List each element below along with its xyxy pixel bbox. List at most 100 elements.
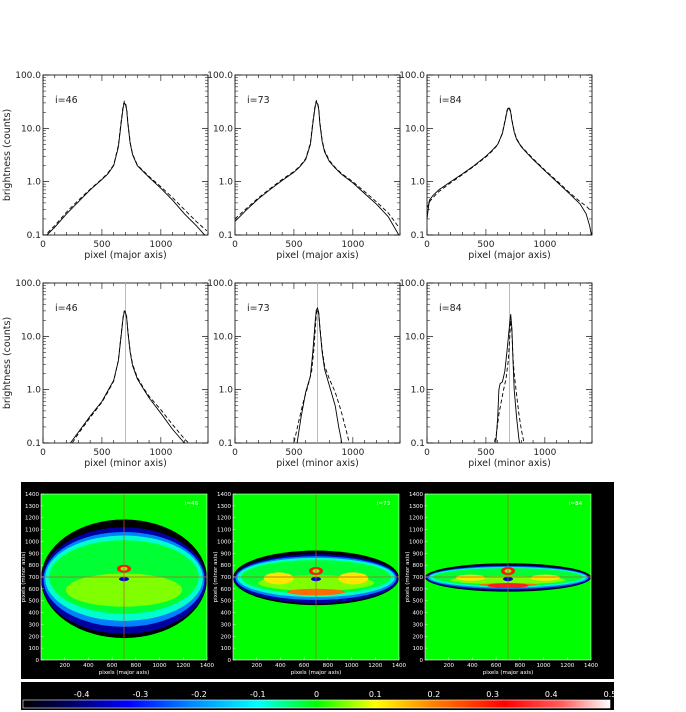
y-axis-label: brightness (counts) bbox=[2, 109, 13, 201]
image-panel-label: i=73 bbox=[377, 501, 391, 507]
image-y-tick-label: 200 bbox=[413, 634, 424, 640]
image-y-tick-label: 1200 bbox=[25, 516, 39, 522]
image-panel-2: i=73 0 100 200 300 400 500 600 700 800 900 1000 1100… bbox=[213, 492, 406, 676]
image-y-tick-label: 300 bbox=[29, 622, 40, 628]
image-y-tick-label: 100 bbox=[29, 646, 40, 652]
line-panel-2: 0.1 1.0 10.0 100.0 0 500 1000 i=73 pixel (major … bbox=[207, 71, 401, 261]
x-tick-label: 0 bbox=[424, 448, 430, 458]
image-y-tick-label: 0 bbox=[228, 658, 232, 664]
y-axis-label: brightness (counts) bbox=[2, 317, 13, 409]
image-x-tick-label: 200 bbox=[59, 663, 70, 669]
y-tick-label: 10.0 bbox=[213, 332, 233, 342]
image-y-tick-label: 600 bbox=[29, 587, 40, 593]
panel-label: i=46 bbox=[55, 95, 78, 106]
image-y-tick-label: 1300 bbox=[217, 504, 231, 510]
image-y-tick-label: 100 bbox=[413, 646, 424, 652]
image-panel-3: i=84 0 100 200 300 400 500 600 700 800 900 1000 1100… bbox=[405, 492, 598, 676]
image-y-tick-label: 800 bbox=[29, 563, 40, 569]
x-tick-label: 1000 bbox=[533, 448, 556, 458]
data-curve-solid bbox=[69, 310, 186, 443]
image-panel-1: i=46 0 100 200 300 400 500 600 700 800 900 1000 1100… bbox=[21, 492, 214, 676]
y-tick-label: 10.0 bbox=[21, 332, 41, 342]
line-panel-6: 0.1 1.0 10.0 100.0 0 500 1000 i=84 pixel (minor … bbox=[399, 279, 593, 469]
image-y-tick-label: 200 bbox=[221, 634, 232, 640]
disk-bright-lobe bbox=[530, 574, 561, 581]
image-y-tick-label: 0 bbox=[36, 658, 40, 664]
x-tick-label: 1000 bbox=[533, 240, 556, 250]
image-x-tick-label: 1000 bbox=[153, 663, 167, 669]
image-y-tick-label: 0 bbox=[420, 658, 424, 664]
image-y-tick-label: 400 bbox=[29, 611, 40, 617]
image-y-tick-label: 700 bbox=[221, 575, 232, 581]
image-y-tick-label: 1100 bbox=[217, 528, 231, 534]
image-x-tick-label: 600 bbox=[299, 663, 310, 669]
line-panel-3: 0.1 1.0 10.0 100.0 0 500 1000 i=84 pixel (major … bbox=[399, 71, 593, 261]
image-panel-label: i=84 bbox=[569, 501, 583, 507]
colorbar-tick-label: 0.4 bbox=[545, 690, 558, 699]
image-x-tick-label: 1000 bbox=[537, 663, 551, 669]
y-tick-label: 1.0 bbox=[411, 386, 426, 396]
y-tick-label: 0.1 bbox=[219, 439, 233, 449]
image-x-tick-label: 800 bbox=[323, 663, 334, 669]
x-tick-label: 0 bbox=[232, 240, 238, 250]
line-panel-1: 0.1 1.0 10.0 100.0 0 500 1000 i=46 pixel (major … bbox=[2, 71, 209, 261]
y-tick-label: 100.0 bbox=[15, 279, 41, 289]
y-tick-label: 100.0 bbox=[207, 71, 233, 81]
y-tick-label: 100.0 bbox=[207, 279, 233, 289]
image-y-tick-label: 100 bbox=[221, 646, 232, 652]
x-tick-label: 500 bbox=[285, 448, 302, 458]
x-tick-label: 1000 bbox=[341, 448, 364, 458]
image-y-axis-label: pixels (minor axis) bbox=[405, 552, 411, 603]
x-axis-label: pixel (minor axis) bbox=[468, 458, 551, 469]
model-curve-dashed bbox=[493, 320, 525, 443]
image-y-axis-label: pixels (minor axis) bbox=[213, 552, 219, 603]
x-axis-label: pixel (minor axis) bbox=[84, 458, 167, 469]
colorbar-tick-label: 0.5 bbox=[604, 690, 617, 699]
image-x-tick-label: 1200 bbox=[560, 663, 574, 669]
image-y-tick-label: 900 bbox=[221, 551, 232, 557]
image-content bbox=[425, 494, 591, 660]
image-y-tick-label: 1400 bbox=[409, 492, 423, 498]
y-tick-label: 1.0 bbox=[411, 178, 426, 188]
x-tick-label: 0 bbox=[232, 448, 238, 458]
x-tick-label: 1000 bbox=[341, 240, 364, 250]
data-curve-solid bbox=[296, 306, 343, 443]
image-y-tick-label: 1300 bbox=[409, 504, 423, 510]
y-tick-label: 100.0 bbox=[399, 279, 425, 289]
image-x-tick-label: 1000 bbox=[345, 663, 359, 669]
image-y-tick-label: 700 bbox=[29, 575, 40, 581]
image-y-axis-label: pixels (minor axis) bbox=[21, 552, 27, 603]
data-curve-solid bbox=[427, 107, 592, 235]
image-x-tick-label: 200 bbox=[443, 663, 454, 669]
y-tick-label: 1.0 bbox=[27, 386, 42, 396]
image-y-tick-label: 500 bbox=[29, 599, 40, 605]
image-y-tick-label: 500 bbox=[413, 599, 424, 605]
x-tick-label: 0 bbox=[424, 240, 430, 250]
x-axis-label: pixel (major axis) bbox=[84, 250, 166, 261]
image-x-tick-label: 600 bbox=[107, 663, 118, 669]
image-y-tick-label: 300 bbox=[221, 622, 232, 628]
image-y-tick-label: 1100 bbox=[25, 528, 39, 534]
model-curve-dashed bbox=[44, 100, 208, 235]
y-tick-label: 10.0 bbox=[213, 124, 233, 134]
data-curve-solid bbox=[235, 101, 400, 235]
x-tick-label: 500 bbox=[477, 240, 494, 250]
disk-bright-lobe bbox=[263, 572, 294, 585]
y-tick-label: 1.0 bbox=[27, 178, 42, 188]
y-tick-label: 1.0 bbox=[219, 178, 234, 188]
colorbar-tick-label: 0.3 bbox=[486, 690, 499, 699]
x-tick-label: 1000 bbox=[149, 240, 172, 250]
image-y-tick-label: 500 bbox=[221, 599, 232, 605]
x-axis-label: pixel (minor axis) bbox=[276, 458, 359, 469]
colorbar-tick-label: 0.2 bbox=[428, 690, 441, 699]
image-x-tick-label: 1200 bbox=[368, 663, 382, 669]
image-x-tick-label: 400 bbox=[275, 663, 286, 669]
image-y-tick-label: 600 bbox=[413, 587, 424, 593]
colorbar-tick-label: -0.1 bbox=[250, 690, 266, 699]
image-y-tick-label: 1400 bbox=[217, 492, 231, 498]
image-y-tick-label: 1400 bbox=[25, 492, 39, 498]
image-x-tick-label: 1400 bbox=[200, 663, 214, 669]
image-content bbox=[41, 494, 207, 660]
colorbar-tick-label: -0.3 bbox=[133, 690, 149, 699]
x-tick-label: 1000 bbox=[149, 448, 172, 458]
